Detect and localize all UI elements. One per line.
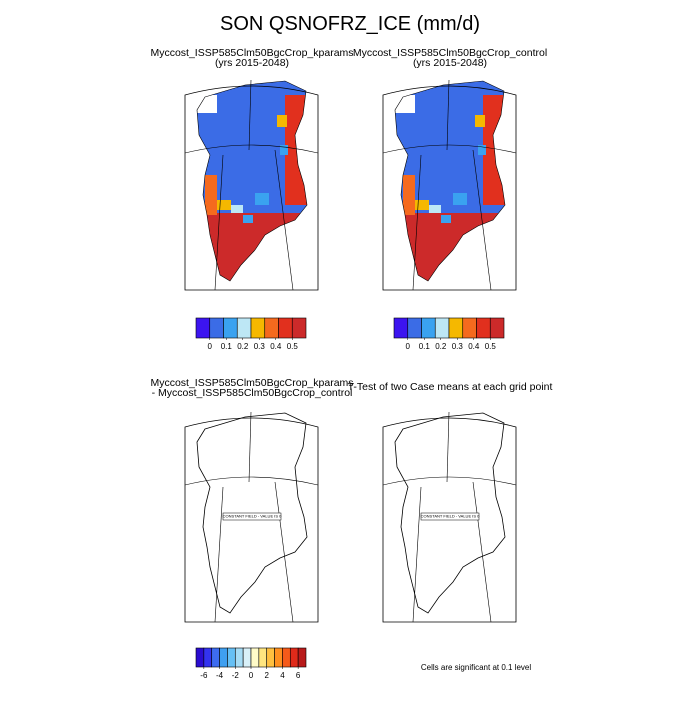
colorbar-label: -4 bbox=[216, 671, 224, 680]
colorbar-label: 0.1 bbox=[419, 342, 431, 351]
colorbar-label: 0.2 bbox=[435, 342, 447, 351]
colorbar-label: 0 bbox=[406, 342, 411, 351]
panel-title: Myccost_ISSP585Clm50BgcCrop_kparams bbox=[150, 377, 353, 389]
colorbar-box bbox=[274, 647, 283, 668]
map bbox=[383, 75, 516, 293]
annotation: CONSTANT FIELD - VALUE IS 0 bbox=[421, 514, 480, 519]
colorbar-box bbox=[250, 317, 266, 339]
colorbar-box bbox=[278, 317, 293, 339]
colorbar-box bbox=[242, 647, 252, 668]
colorbar-label: 2 bbox=[264, 671, 269, 680]
colorbar-label: 0.5 bbox=[485, 342, 497, 351]
colorbar-label: -2 bbox=[232, 671, 240, 680]
colorbar-label: 6 bbox=[296, 671, 301, 680]
colorbar-box bbox=[297, 647, 307, 668]
colorbar-label: 0.1 bbox=[221, 342, 233, 351]
colorbar-box bbox=[407, 317, 422, 339]
colorbar-box bbox=[282, 647, 291, 668]
colorbar-box bbox=[211, 647, 220, 668]
annotation-box bbox=[420, 512, 480, 521]
colorbar-box bbox=[195, 647, 205, 668]
colorbar-label: 0.3 bbox=[452, 342, 464, 351]
colorbar-box bbox=[434, 317, 450, 339]
colorbar-box bbox=[393, 317, 409, 339]
colorbar-box bbox=[219, 647, 228, 668]
panel-title: Myccost_ISSP585Clm50BgcCrop_kparams bbox=[150, 47, 353, 59]
colorbar-box bbox=[258, 647, 268, 668]
colorbars: 0 0.1 0.2 0.3 0.4 0.5 0 0.1 0.2 0.3 0.4 0.5 -6 -4 -2 0 2… bbox=[195, 317, 505, 680]
annotation: CONSTANT FIELD - VALUE IS 0 bbox=[223, 514, 282, 519]
colorbar-box bbox=[289, 647, 299, 668]
colorbar-box bbox=[476, 317, 491, 339]
colorbar-box bbox=[421, 317, 436, 339]
colorbar-label: -6 bbox=[200, 671, 208, 680]
map bbox=[185, 75, 318, 293]
colorbar-label: 4 bbox=[280, 671, 285, 680]
panel-title: Myccost_ISSP585Clm50BgcCrop_control bbox=[353, 47, 547, 59]
colorbar-box bbox=[209, 317, 224, 339]
colorbar-label: 0.3 bbox=[254, 342, 266, 351]
colorbar-box bbox=[462, 317, 477, 339]
panel-subtitle: (yrs 2015-2048) bbox=[215, 57, 289, 69]
colorbar-box bbox=[250, 647, 260, 668]
colorbar-box bbox=[223, 317, 238, 339]
colorbar-label: 0.5 bbox=[287, 342, 299, 351]
colorbar-box bbox=[266, 647, 275, 668]
colorbar-label: 0 bbox=[208, 342, 213, 351]
colorbar-box bbox=[234, 647, 244, 668]
colorbar-box bbox=[264, 317, 279, 339]
colorbar-label: 0.4 bbox=[468, 342, 480, 351]
colorbar-box bbox=[195, 317, 211, 339]
colorbar-label: 0.2 bbox=[237, 342, 249, 351]
colorbar-label: 0 bbox=[249, 671, 254, 680]
colorbar-box bbox=[291, 317, 307, 339]
annotation-box bbox=[222, 512, 282, 521]
note: Cells are significant at 0.1 level bbox=[421, 663, 532, 672]
panel-subtitle: - Myccost_ISSP585Clm50BgcCrop_control bbox=[152, 387, 353, 399]
panel-subtitle: (yrs 2015-2048) bbox=[413, 57, 487, 69]
figure-title: SON QSNOFRZ_ICE (mm/d) bbox=[220, 13, 480, 35]
colorbar-box bbox=[448, 317, 464, 339]
colorbar-box bbox=[236, 317, 252, 339]
colorbar-label: 0.4 bbox=[270, 342, 282, 351]
colorbar-box bbox=[203, 647, 213, 668]
panel-title: T-Test of two Case means at each grid po… bbox=[348, 381, 553, 393]
colorbar-box bbox=[489, 317, 505, 339]
colorbar-box bbox=[227, 647, 236, 668]
